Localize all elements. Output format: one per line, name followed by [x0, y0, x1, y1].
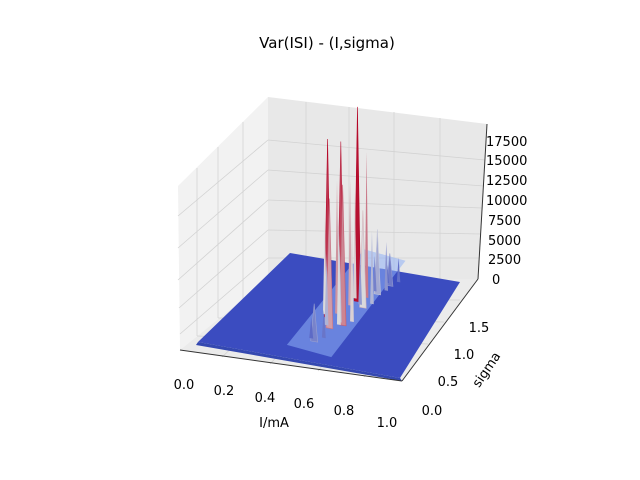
surface-peak: [325, 198, 334, 330]
x-tick-label: 0.8: [334, 404, 355, 419]
surface-peak-minor: [324, 253, 329, 326]
surface-peak-minor: [358, 251, 362, 305]
y-tick-label: 0.5: [438, 375, 459, 390]
y-axis-label: sigma: [470, 350, 504, 391]
y-tick-label: 1.0: [454, 348, 475, 363]
surface-peak-minor: [370, 230, 374, 305]
z-tick-label: 17500: [486, 135, 527, 150]
z-tick-label: 2500: [488, 253, 521, 268]
surface-peak-minor: [364, 151, 369, 299]
x-tick-label: 0.6: [294, 397, 315, 412]
surface-peak-minor: [321, 309, 326, 339]
surface-peak: [338, 184, 347, 327]
x-tick-label: 0.4: [255, 391, 276, 406]
z-tick-label: 10000: [486, 194, 527, 209]
x-axis-label: I/mA: [259, 416, 289, 431]
z-tick-label: 5000: [488, 234, 521, 249]
x-axis: 0.0 0.2 0.4 0.6 0.8 1.0 I/mA: [174, 378, 398, 431]
surface-peak-minor: [372, 255, 377, 292]
z-axis: 0 2500 5000 7500 10000 12500 15000 17500: [486, 135, 527, 288]
chart-title: Var(ISI) - (I,sigma): [259, 34, 395, 52]
surface-peaks: [286, 106, 406, 358]
x-tick-label: 0.2: [214, 384, 235, 399]
y-tick-label: 1.5: [469, 321, 490, 336]
surface-peak-minor: [350, 216, 354, 322]
z-tick-label: 12500: [486, 174, 527, 189]
y-tick-label: 0.0: [422, 404, 443, 419]
x-tick-label: 1.0: [377, 416, 398, 431]
z-tick-label: 7500: [488, 214, 521, 229]
x-tick-label: 0.0: [174, 378, 195, 393]
surface-peak-minor: [353, 191, 357, 299]
surface-base-shade: [196, 342, 402, 381]
axis-lines: [179, 123, 488, 382]
surface-peak-minor: [396, 257, 401, 283]
surface-peak-minor: [336, 227, 341, 325]
pane-back: [268, 97, 487, 279]
surface-peak-minor: [384, 241, 389, 291]
surface-peak-minor: [309, 317, 314, 339]
pane-left: [178, 97, 268, 350]
z-tick-label: 15000: [486, 154, 527, 169]
z-tick-label: 0: [492, 273, 500, 288]
surface: [196, 106, 460, 381]
